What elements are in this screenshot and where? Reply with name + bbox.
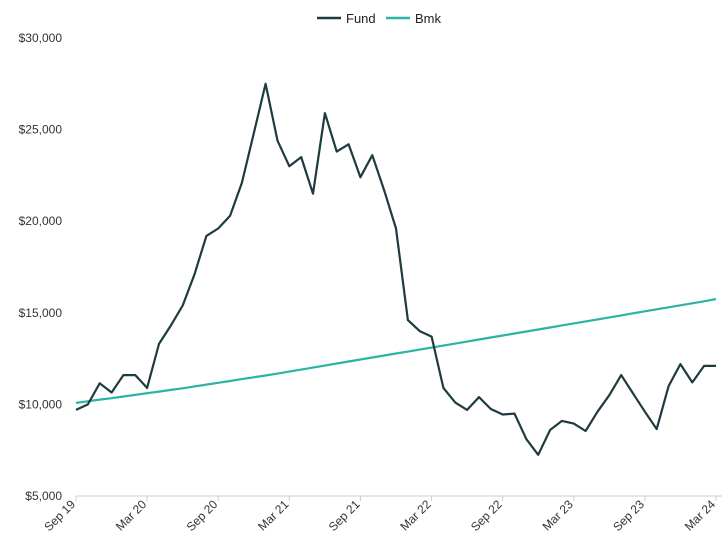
x-axis-ticks: Sep 19 Mar 20 Sep 20 Mar 21 Sep 21 Mar 22 Sep …	[41, 496, 718, 534]
y-tick-label: $25,000	[19, 123, 63, 137]
x-tick-label: Mar 24	[682, 497, 719, 534]
legend-label-fund: Fund	[346, 11, 376, 26]
x-tick-label: Sep 20	[184, 497, 221, 534]
y-tick-label: $20,000	[19, 214, 63, 228]
x-tick-label: Mar 22	[397, 497, 434, 534]
y-axis-ticks: $5,000 $10,000 $15,000 $20,000 $25,000 $30,00…	[19, 31, 63, 503]
legend: Fund Bmk	[317, 11, 442, 26]
x-tick-label: Sep 23	[610, 497, 647, 534]
x-tick-label: Sep 22	[468, 497, 505, 534]
y-tick-label: $30,000	[19, 31, 63, 45]
legend-label-bmk: Bmk	[415, 11, 442, 26]
y-tick-label: $15,000	[19, 306, 63, 320]
x-tick-label: Mar 23	[540, 497, 577, 534]
x-tick-label: Sep 21	[326, 497, 363, 534]
series-group	[75, 82, 717, 456]
x-tick-label: Mar 20	[113, 497, 150, 534]
series-line-bmk	[75, 298, 717, 404]
y-tick-label: $5,000	[25, 489, 62, 503]
series-line-fund	[75, 82, 716, 456]
y-tick-label: $10,000	[19, 397, 63, 411]
x-tick-label: Mar 21	[255, 497, 292, 534]
